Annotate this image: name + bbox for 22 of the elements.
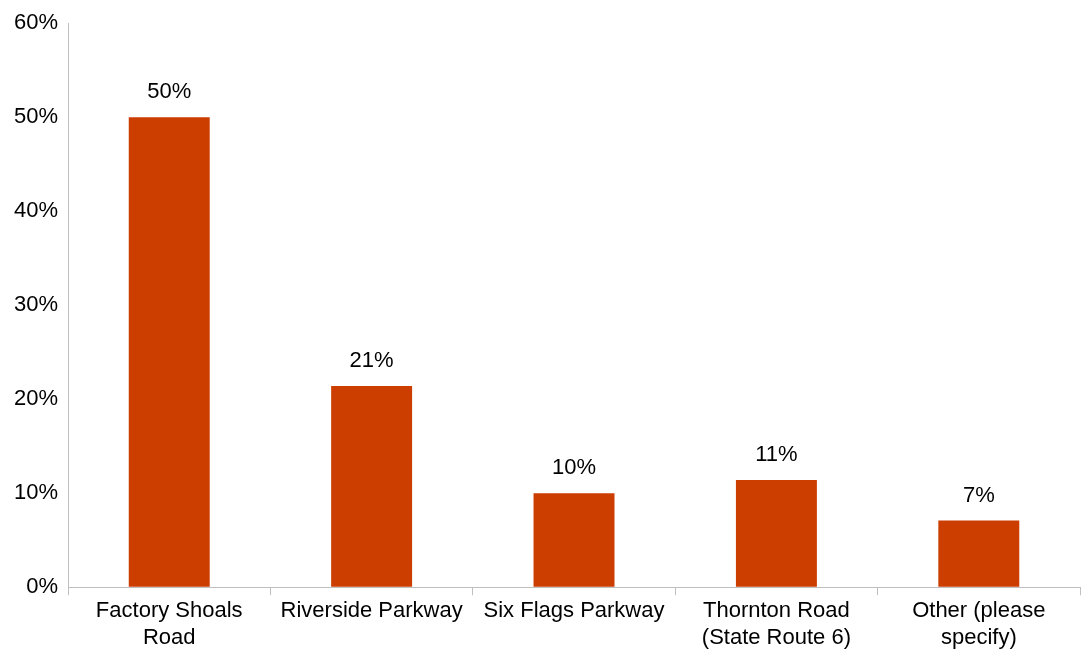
y-tick-label: 60% [13,9,59,35]
bar [735,480,817,587]
x-tick-label: Riverside Parkway [280,597,463,623]
x-tick-label: Six Flags Parkway [483,597,665,623]
data-label: 21% [349,347,394,373]
y-tick-label: 10% [13,479,59,505]
data-label: 10% [551,454,597,480]
bar [533,493,615,587]
y-tick-label: 40% [13,197,59,223]
data-label: 7% [962,481,995,507]
y-tick-label: 20% [13,385,59,411]
bar [128,117,210,587]
x-tick-label: Thornton Road (State Route 6) [701,597,851,649]
bar [938,520,1020,587]
bar [331,386,413,587]
data-label: 50% [147,78,192,104]
y-tick-label: 0% [26,573,59,599]
y-tick-label: 50% [13,103,59,129]
y-tick-label: 30% [13,291,59,317]
x-tick-label: Factory Shoals Road [95,597,243,649]
x-tick-label: Other (please specify) [912,597,1046,649]
data-label: 11% [755,441,798,467]
